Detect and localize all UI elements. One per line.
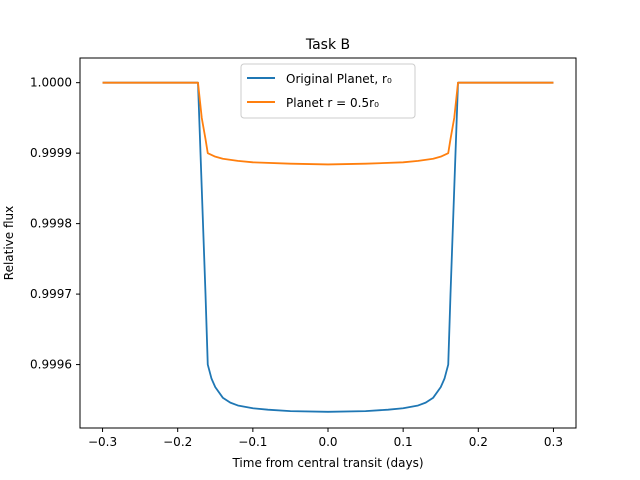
x-tick-label: −0.1 <box>238 435 267 449</box>
x-tick-label: 0.2 <box>469 435 488 449</box>
series-line-1 <box>102 81 554 166</box>
legend-label-half-radius-planet-text: Planet r = 0.5r₀ <box>286 96 379 110</box>
y-tick-label: 1.0000 <box>30 76 72 90</box>
y-tick-label: 0.9998 <box>30 217 72 231</box>
legend-label-original-planet-text: Original Planet, r₀ <box>286 72 392 86</box>
x-tick-label: −0.3 <box>88 435 117 449</box>
y-tick-label: 0.9997 <box>30 287 72 301</box>
x-tick-label: 0.1 <box>394 435 413 449</box>
y-axis-ticks: 0.9996 0.9997 0.9998 0.9999 1.0000 <box>30 76 80 372</box>
y-axis-title: Relative flux <box>2 206 16 280</box>
x-axis-ticks: −0.3 −0.2 −0.1 0.0 0.1 0.2 0.3 <box>88 428 563 449</box>
series-layer <box>102 81 554 413</box>
x-tick-label: 0.3 <box>544 435 563 449</box>
y-tick-label: 0.9999 <box>30 146 72 160</box>
legend: Original Planet, r₀ Planet r = 0.5r₀ <box>240 63 416 119</box>
chart-title: Task B <box>305 37 350 53</box>
x-axis-title: Time from central transit (days) <box>231 456 423 470</box>
x-tick-label: −0.2 <box>163 435 192 449</box>
legend-label-original-planet: Original Planet, r₀ <box>286 72 392 86</box>
series-line-0 <box>102 81 554 413</box>
x-tick-label: 0.0 <box>318 435 337 449</box>
y-tick-label: 0.9996 <box>30 358 72 372</box>
legend-box <box>240 63 416 119</box>
legend-label-half-radius-planet: Planet r = 0.5r₀ <box>286 96 379 110</box>
